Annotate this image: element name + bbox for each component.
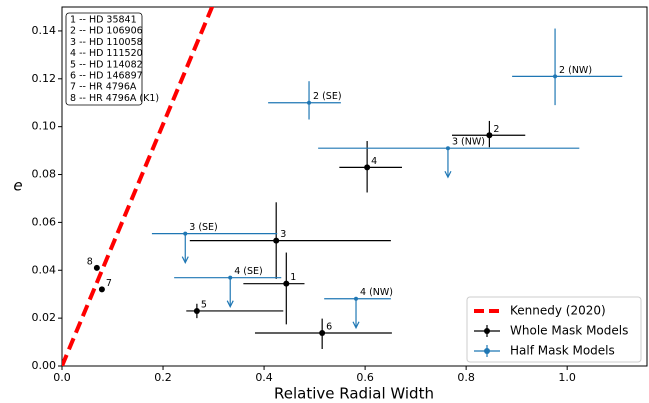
point [98,286,105,293]
point [486,132,493,139]
key-entry: 2 -- HD 106906 [70,26,143,37]
key-box [65,12,143,106]
point [183,231,188,236]
x-axis-label: Relative Radial Width [274,385,434,403]
point-label: 3 [280,229,286,240]
key-entry: 5 -- HD 114082 [70,59,143,70]
key-entry: 8 -- HR 4796A (K1) [70,93,159,104]
x-tick-label: 0.2 [154,371,172,384]
point-label: 3 (NW) [452,137,485,148]
y-tick-label: 0.10 [32,120,57,133]
upper-limit-arrowhead [226,300,234,309]
y-tick-label: 0.04 [32,263,57,276]
upper-limit-arrowhead [181,256,189,264]
y-axis-label: e [13,177,22,195]
y-tick-label: 0.06 [32,215,57,228]
legend-label: Kennedy (2020) [510,304,606,318]
x-tick-label: 0.4 [255,371,273,384]
legend [466,296,642,363]
point-label: 3 (SE) [189,222,218,233]
legend-swatch [484,328,490,334]
point-label: 5 [201,299,207,310]
x-tick-label: 0.0 [53,371,71,384]
point-label: 4 [371,156,377,167]
point [193,307,200,314]
point [553,74,558,79]
y-tick-label: 0.12 [32,72,57,85]
y-tick-label: 0.14 [32,24,57,37]
point [283,280,290,287]
x-tick-label: 0.8 [457,371,475,384]
legend-label: Whole Mask Models [510,324,628,338]
point-label: 2 (SE) [313,91,342,102]
point [319,329,326,336]
key-entry: 6 -- HD 146897 [70,71,143,82]
point [307,100,312,105]
point [354,296,359,301]
key-entry: 7 -- HR 4796A [70,82,137,93]
point [364,164,371,171]
point-label: 2 (NW) [559,65,592,76]
point-label: 4 (SE) [234,266,263,277]
y-tick-label: 0.00 [32,359,57,372]
legend-swatch [484,348,490,354]
point-label: 2 [493,124,499,135]
key-entry: 3 -- HD 110058 [70,37,143,48]
trend-line [62,7,215,366]
point-label: 6 [326,321,332,332]
key-entry: 1 -- HD 35841 [70,15,137,26]
y-tick-label: 0.02 [32,311,57,324]
upper-limit-arrowhead [444,170,452,179]
plot-area [62,7,623,366]
point-label: 7 [106,278,112,289]
point [228,275,233,280]
point [273,237,280,244]
point-label: 8 [87,256,93,267]
point [93,264,100,271]
x-tick-label: 1.0 [558,371,576,384]
point-label: 4 (NW) [360,287,393,298]
x-tick-label: 0.6 [356,371,374,384]
y-tick-label: 0.08 [32,168,57,181]
key-entry: 4 -- HD 111520 [70,48,143,59]
plot-frame [61,6,648,367]
point [445,146,450,151]
legend-label: Half Mask Models [510,344,615,358]
upper-limit-arrowhead [352,321,360,330]
point-label: 1 [290,272,296,283]
